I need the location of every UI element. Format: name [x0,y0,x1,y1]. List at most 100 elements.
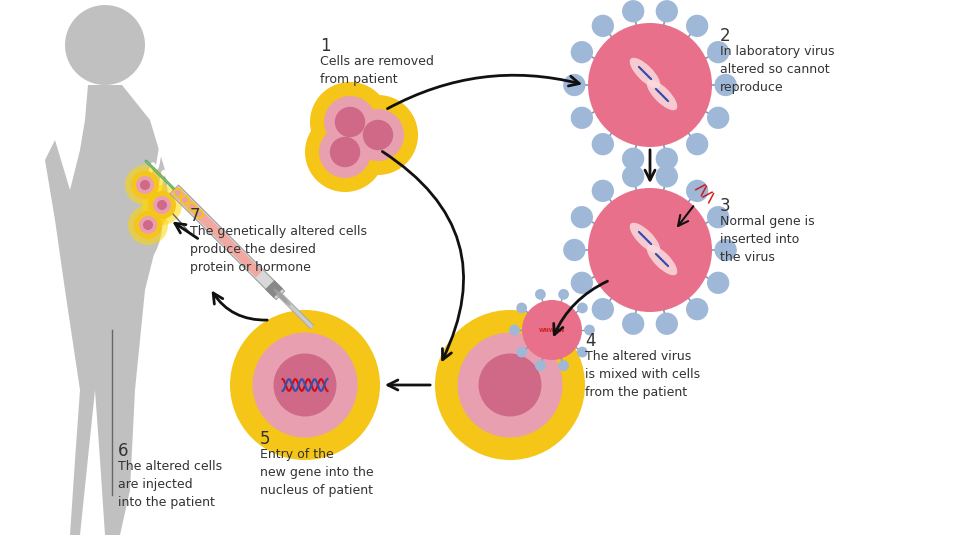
Circle shape [686,180,708,202]
Circle shape [656,313,678,335]
Circle shape [570,206,593,228]
Ellipse shape [108,172,162,267]
Circle shape [686,15,708,37]
Text: 2: 2 [720,27,731,45]
Circle shape [125,165,165,205]
Circle shape [656,0,678,23]
Text: The altered cells
are injected
into the patient: The altered cells are injected into the … [118,460,222,509]
Circle shape [707,107,730,129]
Polygon shape [265,280,283,298]
Circle shape [65,5,145,85]
Circle shape [516,347,527,357]
Circle shape [591,180,614,202]
Circle shape [310,82,390,162]
Text: 3: 3 [720,197,731,215]
Circle shape [478,354,541,416]
Text: Normal gene is
inserted into
the virus: Normal gene is inserted into the virus [720,215,815,264]
Circle shape [181,197,188,203]
Circle shape [535,289,546,300]
Circle shape [714,74,737,96]
Ellipse shape [647,245,677,275]
Text: /\/\: /\/\ [693,180,717,204]
Circle shape [139,216,157,234]
Circle shape [622,147,644,170]
Circle shape [324,96,376,148]
Circle shape [656,165,678,187]
Circle shape [564,74,586,96]
Text: 4: 4 [585,332,595,350]
Circle shape [189,204,195,210]
Circle shape [577,347,588,357]
Circle shape [157,200,167,210]
Circle shape [128,205,168,245]
Circle shape [588,188,712,312]
Circle shape [535,360,546,371]
Circle shape [564,239,586,261]
Circle shape [274,354,337,416]
Circle shape [584,325,595,335]
Circle shape [714,239,737,261]
Text: WNWNN: WNWNN [539,327,565,333]
Circle shape [335,107,365,137]
Text: 6: 6 [118,442,129,460]
Circle shape [591,298,614,320]
Circle shape [577,302,588,313]
Text: The altered virus
is mixed with cells
from the patient: The altered virus is mixed with cells fr… [585,350,700,399]
Circle shape [330,137,360,167]
Circle shape [622,0,644,23]
Circle shape [622,313,644,335]
Text: Cells are removed
from patient: Cells are removed from patient [320,55,434,86]
Text: Entry of the
new gene into the
nucleus of patient: Entry of the new gene into the nucleus o… [260,448,373,497]
Circle shape [252,333,357,437]
Circle shape [363,120,394,150]
Circle shape [173,188,182,198]
Circle shape [187,202,197,212]
Ellipse shape [630,58,660,88]
Circle shape [591,133,614,156]
Circle shape [570,272,593,294]
Polygon shape [45,85,170,535]
Circle shape [196,211,202,217]
Text: 7: 7 [190,207,201,225]
Ellipse shape [630,222,660,253]
Circle shape [686,133,708,156]
Circle shape [707,272,730,294]
Circle shape [134,211,162,239]
Circle shape [175,190,180,196]
Circle shape [707,41,730,63]
Text: In laboratory virus
altered so cannot
reproduce: In laboratory virus altered so cannot re… [720,45,834,94]
Circle shape [570,41,593,63]
Circle shape [319,126,371,178]
Polygon shape [170,185,284,300]
Circle shape [305,112,385,192]
Circle shape [180,195,190,205]
Text: The genetically altered cells
produce the desired
protein or hormone: The genetically altered cells produce th… [190,225,367,274]
Circle shape [140,180,150,190]
Circle shape [194,209,204,219]
Ellipse shape [274,288,287,302]
Circle shape [458,333,563,437]
Circle shape [558,360,569,371]
Text: 5: 5 [260,430,271,448]
Circle shape [435,310,585,460]
Circle shape [591,15,614,37]
Circle shape [338,95,418,175]
Polygon shape [171,186,262,278]
Circle shape [558,289,569,300]
Circle shape [352,109,404,161]
Circle shape [707,206,730,228]
Ellipse shape [277,292,291,306]
Circle shape [131,171,159,199]
Circle shape [142,185,182,225]
Circle shape [136,176,154,194]
Circle shape [143,220,153,230]
Circle shape [656,147,678,170]
Circle shape [509,325,520,335]
Circle shape [516,302,527,313]
Circle shape [570,107,593,129]
Circle shape [686,298,708,320]
Ellipse shape [647,80,677,110]
Circle shape [153,196,171,214]
Circle shape [588,23,712,147]
Circle shape [522,300,582,360]
